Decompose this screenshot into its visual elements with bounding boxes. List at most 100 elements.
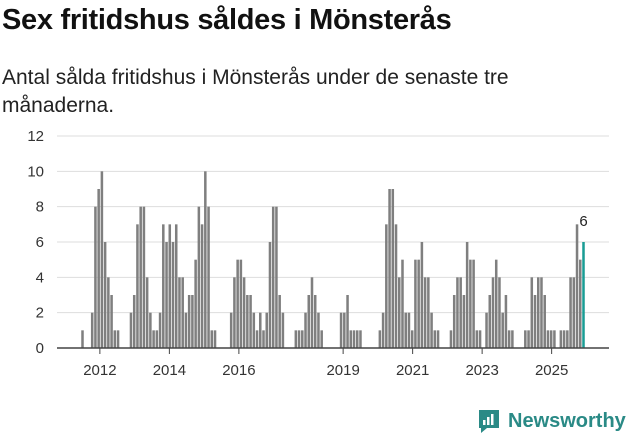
bar bbox=[475, 330, 479, 348]
bar bbox=[239, 259, 243, 348]
bar bbox=[543, 295, 546, 348]
bar bbox=[194, 259, 197, 348]
bar bbox=[491, 277, 495, 348]
bar bbox=[165, 242, 168, 348]
bar bbox=[394, 224, 398, 348]
bar bbox=[152, 330, 155, 348]
bar bbox=[339, 312, 343, 348]
bar bbox=[281, 312, 285, 348]
bar bbox=[436, 330, 440, 348]
bar bbox=[553, 330, 556, 348]
bar bbox=[168, 224, 172, 348]
bar bbox=[388, 189, 391, 348]
bar bbox=[398, 277, 401, 348]
bar bbox=[307, 295, 311, 348]
bar bbox=[178, 277, 181, 348]
bar bbox=[242, 277, 246, 348]
bar bbox=[278, 295, 281, 348]
y-tick-label: 0 bbox=[36, 340, 44, 357]
bar bbox=[155, 330, 159, 348]
bar bbox=[265, 312, 268, 348]
bar bbox=[533, 295, 537, 348]
bar bbox=[385, 224, 388, 348]
bar bbox=[378, 330, 382, 348]
x-tick-label: 2019 bbox=[326, 362, 359, 379]
bar bbox=[465, 242, 469, 348]
bar bbox=[549, 330, 553, 348]
bar bbox=[524, 330, 527, 348]
bar bbox=[317, 312, 320, 348]
bar bbox=[210, 330, 214, 348]
bar bbox=[233, 277, 236, 348]
newsworthy-logo: Newsworthy bbox=[476, 408, 626, 434]
bar bbox=[184, 312, 188, 348]
bar bbox=[142, 206, 146, 348]
bar bbox=[346, 295, 349, 348]
bar bbox=[320, 330, 323, 348]
bar bbox=[187, 295, 191, 348]
bar bbox=[297, 330, 301, 348]
bar bbox=[540, 277, 543, 348]
bar bbox=[501, 312, 504, 348]
bar bbox=[355, 330, 359, 348]
bar bbox=[100, 171, 104, 348]
bar bbox=[113, 330, 117, 348]
bar bbox=[511, 330, 514, 348]
y-tick-label: 4 bbox=[36, 269, 44, 286]
bar bbox=[381, 312, 385, 348]
bar bbox=[204, 171, 207, 348]
bar bbox=[107, 277, 110, 348]
bar bbox=[191, 295, 194, 348]
bar bbox=[158, 312, 162, 348]
bar bbox=[546, 330, 550, 348]
bar bbox=[507, 330, 511, 348]
bar bbox=[359, 330, 362, 348]
bar bbox=[530, 277, 534, 348]
bar bbox=[430, 312, 433, 348]
bar bbox=[407, 312, 411, 348]
bar bbox=[566, 330, 569, 348]
bar bbox=[275, 206, 278, 348]
y-tick-label: 10 bbox=[27, 163, 44, 180]
bar bbox=[391, 189, 395, 348]
bar bbox=[310, 277, 314, 348]
bar bbox=[116, 330, 120, 348]
bar bbox=[423, 277, 427, 348]
bar bbox=[414, 259, 417, 348]
bar bbox=[136, 224, 139, 348]
bar bbox=[149, 312, 152, 348]
bar bbox=[229, 312, 233, 348]
bar bbox=[575, 224, 579, 348]
bar bbox=[352, 330, 356, 348]
bar bbox=[94, 206, 97, 348]
bar bbox=[301, 330, 304, 348]
bar bbox=[252, 312, 256, 348]
bar bbox=[504, 295, 508, 348]
bar bbox=[485, 312, 488, 348]
bar bbox=[200, 224, 204, 348]
bar bbox=[478, 330, 482, 348]
x-tick-label: 2012 bbox=[83, 362, 116, 379]
bar bbox=[294, 330, 298, 348]
bar bbox=[313, 295, 317, 348]
x-tick-label: 2021 bbox=[396, 362, 429, 379]
bar bbox=[181, 277, 184, 348]
x-tick-label: 2023 bbox=[465, 362, 498, 379]
bar bbox=[433, 330, 437, 348]
bar bbox=[139, 206, 142, 348]
chart-title: Sex fritidshus såldes i Mönsterås bbox=[2, 4, 452, 36]
bar bbox=[174, 224, 178, 348]
bar bbox=[449, 330, 453, 348]
bar-latest bbox=[582, 242, 585, 348]
bar bbox=[488, 295, 492, 348]
bar bbox=[197, 206, 201, 348]
bar bbox=[452, 295, 456, 348]
y-tick-label: 2 bbox=[36, 305, 44, 322]
y-tick-label: 12 bbox=[27, 128, 44, 145]
bar bbox=[494, 259, 498, 348]
bar bbox=[559, 330, 563, 348]
bar bbox=[81, 330, 84, 348]
bar bbox=[459, 277, 462, 348]
bar bbox=[572, 277, 576, 348]
bar bbox=[259, 312, 262, 348]
